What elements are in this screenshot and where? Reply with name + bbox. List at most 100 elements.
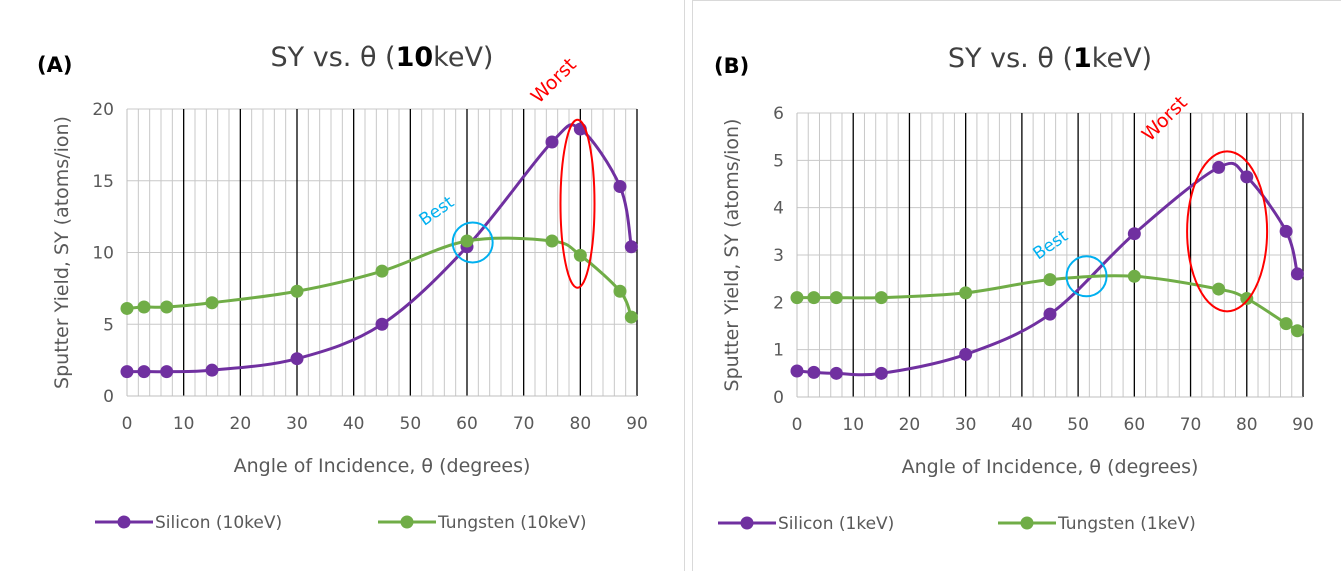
x-tick-label: 20 xyxy=(899,415,921,435)
chart-title-part: 10 xyxy=(396,42,434,73)
data-point xyxy=(1127,227,1141,241)
x-tick-label: 10 xyxy=(842,415,864,435)
y-tick-label: 4 xyxy=(773,199,784,219)
data-point xyxy=(790,291,804,305)
y-tick-label: 5 xyxy=(773,151,784,171)
x-tick-label: 70 xyxy=(1180,415,1202,435)
data-point xyxy=(1127,269,1141,283)
data-point xyxy=(959,347,973,361)
y-tick-label: 3 xyxy=(773,246,784,266)
worst-ellipse-marker xyxy=(1186,150,1269,313)
legend-label: Silicon (10keV) xyxy=(155,513,282,533)
chart-title-part: keV) xyxy=(433,42,493,73)
data-point xyxy=(120,301,134,315)
chart-b-svg: (B) SY vs. θ (1keV)0 10 20 30 40 50 60 70 80 90012… xyxy=(714,43,1314,534)
y-tick-label: 5 xyxy=(103,315,114,335)
y-axis-title: Sputter Yield, SY (atoms/ion) xyxy=(51,116,73,389)
x-tick-label: 50 xyxy=(1067,415,1089,435)
data-point xyxy=(290,352,304,366)
data-point xyxy=(545,135,559,149)
x-tick-label: 0 xyxy=(122,414,133,434)
data-point xyxy=(874,366,888,380)
data-point xyxy=(120,365,134,379)
series-line xyxy=(126,236,633,318)
legend-marker xyxy=(740,516,754,530)
data-point xyxy=(205,296,219,310)
x-tick-label: 60 xyxy=(1124,415,1146,435)
x-tick-label: 40 xyxy=(1011,415,1033,435)
y-tick-label: 6 xyxy=(773,104,784,124)
chart-a-svg: (A) SY vs. θ (10keV)0 10 20 30 40 50 60 70 80 9005… xyxy=(37,42,648,533)
data-point xyxy=(1279,317,1293,331)
y-axis-title: Sputter Yield, SY (atoms/ion) xyxy=(721,119,743,392)
x-tick-label: 30 xyxy=(955,415,977,435)
data-point xyxy=(807,291,821,305)
legend-marker xyxy=(117,515,131,529)
panel-label: (A) xyxy=(37,53,72,77)
data-point xyxy=(807,365,821,379)
x-tick-label: 20 xyxy=(230,414,252,434)
data-point xyxy=(1212,160,1226,174)
data-point xyxy=(290,284,304,298)
y-tick-label: 20 xyxy=(92,100,114,120)
x-tick-label: 50 xyxy=(400,414,422,434)
data-point xyxy=(1043,273,1057,287)
chart-title-part: SY vs. θ ( xyxy=(271,42,396,73)
data-point xyxy=(205,363,219,377)
legend-marker xyxy=(400,515,414,529)
y-tick-label: 0 xyxy=(103,387,114,407)
chart-title: SY vs. θ (10keV) xyxy=(271,42,494,73)
data-point xyxy=(1240,170,1254,184)
data-point xyxy=(137,365,151,379)
y-tick-label: 15 xyxy=(92,172,114,192)
data-point xyxy=(624,310,638,324)
worst-ellipse-marker xyxy=(559,118,596,289)
data-point xyxy=(874,291,888,305)
x-tick-label: 60 xyxy=(456,414,478,434)
panel-label: (B) xyxy=(714,54,749,78)
legend-label: Silicon (1keV) xyxy=(778,514,894,534)
data-point xyxy=(137,300,151,314)
best-annotation-label: Best xyxy=(1030,226,1073,264)
data-point xyxy=(829,291,843,305)
chart-title-part: keV) xyxy=(1092,43,1152,74)
data-point xyxy=(624,240,638,254)
data-point xyxy=(545,234,559,248)
data-point xyxy=(460,234,474,248)
series-line xyxy=(126,123,633,374)
y-tick-label: 0 xyxy=(773,388,784,408)
x-tick-label: 90 xyxy=(1292,415,1314,435)
data-point xyxy=(1043,307,1057,321)
x-tick-label: 80 xyxy=(1236,415,1258,435)
data-point xyxy=(1290,324,1304,338)
legend-marker xyxy=(1020,516,1034,530)
data-point xyxy=(375,264,389,278)
x-axis-title: Angle of Incidence, θ (degrees) xyxy=(234,455,531,477)
legend-label: Tungsten (10keV) xyxy=(437,513,587,533)
best-circle-marker xyxy=(451,221,494,264)
legend-label: Tungsten (1keV) xyxy=(1057,514,1196,534)
data-point xyxy=(1279,224,1293,238)
data-point xyxy=(160,300,174,314)
y-tick-label: 2 xyxy=(773,293,784,313)
x-tick-label: 90 xyxy=(626,414,648,434)
x-tick-label: 30 xyxy=(286,414,308,434)
best-circle-marker xyxy=(1065,255,1108,298)
data-point xyxy=(613,179,627,193)
chart-panel-b: (B) SY vs. θ (1keV) 0 10 20 30 40 50 60 70 80 90 0 1 2… xyxy=(692,0,1341,571)
x-tick-label: 70 xyxy=(513,414,535,434)
series-line xyxy=(796,161,1299,377)
y-tick-label: 10 xyxy=(92,244,114,264)
chart-panel-a: (A) SY vs. θ (10keV) 0 10 20 30 40 50 60 70 80 90 0 5… xyxy=(37,0,685,571)
data-point xyxy=(160,365,174,379)
chart-title-part: SY vs. θ ( xyxy=(948,43,1073,74)
data-point xyxy=(1290,267,1304,281)
worst-annotation-label: Worst xyxy=(527,54,581,108)
chart-title: SY vs. θ (1keV) xyxy=(948,43,1152,74)
data-point xyxy=(829,366,843,380)
data-point xyxy=(613,284,627,298)
data-point xyxy=(375,317,389,331)
x-tick-label: 80 xyxy=(570,414,592,434)
data-point xyxy=(790,364,804,378)
x-tick-label: 0 xyxy=(792,415,803,435)
